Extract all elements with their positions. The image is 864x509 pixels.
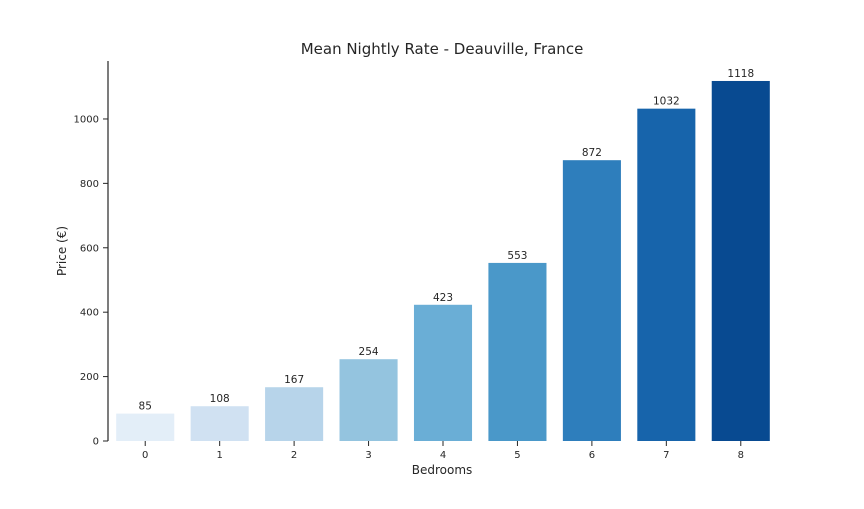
x-tick-label-4: 4 — [440, 450, 446, 461]
data-label-1: 108 — [210, 393, 230, 405]
bar-6 — [562, 160, 621, 441]
data-label-5: 553 — [507, 250, 527, 262]
x-tick-label-5: 5 — [514, 450, 520, 461]
data-label-2: 167 — [284, 374, 304, 386]
data-label-6: 872 — [582, 147, 602, 159]
x-tick-label-8: 8 — [738, 450, 744, 461]
y-axis: 0 200 400 600 800 1000 — [74, 61, 109, 448]
x-tick-label-1: 1 — [216, 450, 222, 461]
y-tick-label-0: 0 — [93, 437, 99, 448]
x-tick-label-0: 0 — [142, 450, 148, 461]
data-label-4: 423 — [433, 292, 453, 304]
bar-5 — [488, 262, 547, 441]
x-axis: 0 1 2 3 4 5 6 7 8 — [142, 441, 744, 461]
x-tick-label-6: 6 — [589, 450, 595, 461]
x-axis-label: Bedrooms — [412, 463, 473, 477]
bar-4 — [413, 304, 473, 441]
bar-1 — [190, 406, 249, 441]
bar-3 — [339, 359, 398, 441]
data-label-8: 1118 — [727, 68, 754, 80]
y-tick-label-400: 400 — [80, 308, 99, 319]
y-tick-label-600: 600 — [80, 243, 99, 254]
data-label-0: 85 — [139, 401, 152, 413]
bar-7 — [637, 108, 696, 441]
bars-group: 85 108 167 254 423 553 872 1032 1118 — [116, 68, 770, 441]
y-axis-label: Price (€) — [55, 226, 69, 276]
chart-title: Mean Nightly Rate - Deauville, France — [301, 40, 584, 58]
x-tick-label-3: 3 — [365, 450, 371, 461]
y-tick-label-200: 200 — [80, 372, 99, 383]
bar-8 — [711, 80, 770, 441]
data-label-7: 1032 — [653, 96, 680, 108]
bar-2 — [265, 387, 324, 441]
x-tick-label-7: 7 — [663, 450, 669, 461]
y-tick-label-1000: 1000 — [74, 114, 99, 125]
y-tick-label-800: 800 — [80, 179, 99, 190]
x-tick-label-2: 2 — [291, 450, 297, 461]
bar-0 — [116, 413, 175, 441]
data-label-3: 254 — [359, 346, 379, 358]
